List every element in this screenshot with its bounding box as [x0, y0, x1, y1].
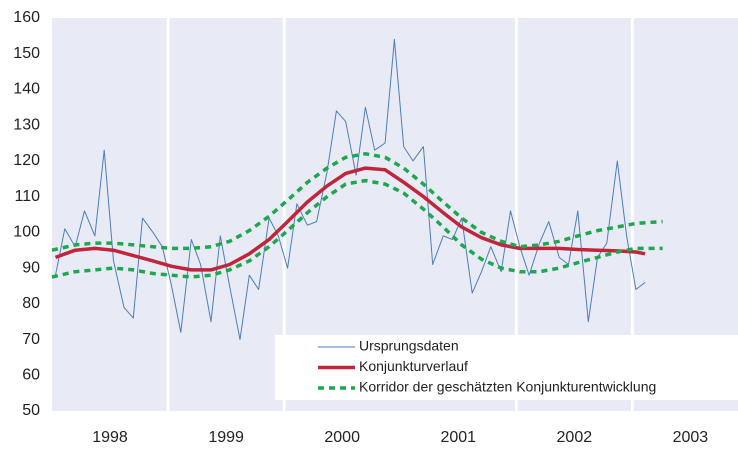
y-tick-label: 160	[13, 9, 40, 26]
series-line	[55, 38, 646, 340]
x-tick-label: 1999	[208, 429, 244, 446]
series-line	[51, 152, 663, 252]
x-tick-label: 2003	[673, 429, 709, 446]
y-tick-label: 130	[13, 116, 40, 133]
legend-label: Konjunkturverlauf	[359, 358, 468, 374]
y-tick-label: 140	[13, 81, 40, 98]
y-tick-label: 70	[22, 331, 40, 348]
legend-label: Korridor der geschätzten Konjunkturentwi…	[359, 379, 656, 395]
legend-label: Ursprungsdaten	[359, 338, 459, 354]
legend: Ursprungsdaten Konjunkturverlauf Korridor …	[275, 335, 738, 400]
x-tick-label: 2001	[440, 429, 476, 446]
y-tick-label: 60	[22, 366, 40, 383]
y-tick-label: 120	[13, 152, 40, 169]
series-line	[51, 178, 663, 279]
series-line	[54, 166, 646, 272]
x-tick-label: 2000	[324, 429, 360, 446]
y-tick-label: 150	[13, 45, 40, 62]
y-tick-label: 100	[13, 224, 40, 241]
y-tick-label: 50	[22, 402, 40, 419]
y-tick-label: 90	[22, 259, 40, 276]
x-tick-label: 1998	[92, 429, 128, 446]
y-tick-label: 110	[14, 188, 40, 205]
y-tick-label: 80	[22, 295, 40, 312]
x-tick-label: 2002	[557, 429, 593, 446]
